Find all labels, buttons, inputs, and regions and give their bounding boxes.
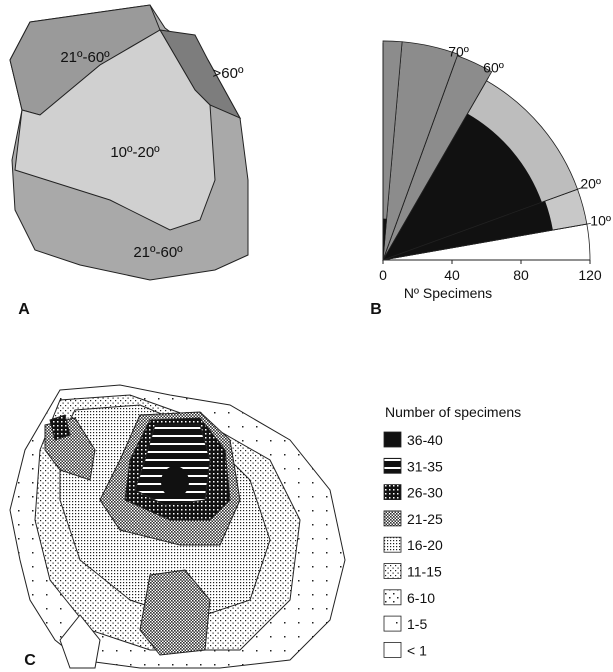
tick-label: 120: [578, 267, 602, 283]
legend-label: 26-30: [407, 485, 443, 501]
tick-label: 40: [444, 267, 460, 283]
legend-label: 1-5: [407, 616, 427, 632]
legend-label: 31-35: [407, 458, 443, 474]
tick-label: 0: [379, 267, 387, 283]
legend-label: 16-20: [407, 537, 443, 553]
legend-swatch: [384, 458, 401, 473]
legend-swatch: [384, 432, 401, 447]
angle-label: 20º: [580, 175, 601, 191]
legend-swatch: [384, 590, 401, 605]
legend-swatch: [384, 485, 401, 500]
legend-label: 6-10: [407, 590, 435, 606]
legend: 36-40 31-35 26-30 21-25 16-20 11-15 6-10 1-5 < 1: [384, 432, 443, 658]
panel-b: B Nº Specimens 10º 20º 60º 70º 0 40 80 120: [370, 41, 611, 318]
panel-letter: B: [370, 301, 382, 318]
legend-label: 36-40: [407, 432, 443, 448]
figure: >60º 21º-60º 10º-20º 21º-60º A B Nº Spec…: [0, 0, 613, 672]
panel-letter: A: [18, 301, 30, 318]
map-zone: [161, 466, 189, 498]
legend-swatch: [384, 642, 401, 657]
legend-swatch: [384, 564, 401, 579]
angle-label: 70º: [448, 43, 469, 59]
legend-swatch: [384, 616, 401, 631]
legend-label: < 1: [407, 642, 427, 658]
axis-title: Nº Specimens: [404, 285, 492, 301]
legend-swatch: [384, 511, 401, 526]
legend-title: Number of specimens: [385, 404, 521, 420]
legend-label: 21-25: [407, 511, 443, 527]
region-label: 21º-60º: [60, 49, 110, 66]
angle-label: 60º: [483, 60, 504, 76]
region-label: 10º-20º: [110, 144, 160, 161]
region-label: >60º: [213, 65, 244, 82]
panel-c: C Number of specimens 36-40 31-35 26-30 21-…: [10, 385, 521, 669]
panel-a: >60º 21º-60º 10º-20º 21º-60º A: [10, 5, 248, 318]
region-label: 21º-60º: [133, 244, 183, 261]
tick-label: 80: [513, 267, 529, 283]
legend-label: 11-15: [407, 564, 442, 580]
angle-label: 10º: [590, 213, 611, 229]
legend-swatch: [384, 537, 401, 552]
panel-letter: C: [24, 652, 36, 669]
